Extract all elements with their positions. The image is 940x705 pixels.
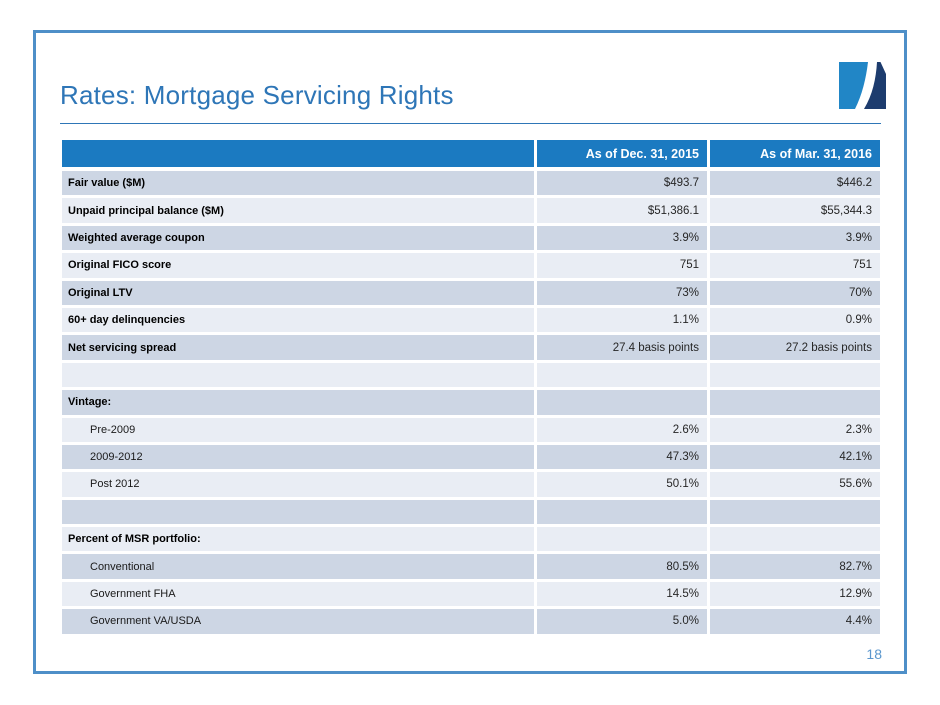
table-row: Conventional 80.5% 82.7% [62,554,880,579]
row-value [537,362,707,388]
row-value: 751 [710,253,880,278]
row-value: 3.9% [710,225,880,251]
header-cell-date: As of Dec. 31, 2015 [537,140,707,167]
row-value: 70% [710,280,880,305]
header-cell-empty [62,140,534,167]
row-value: $446.2 [710,171,880,196]
row-label [62,499,534,525]
row-value: 47.3% [537,444,707,470]
table-row: 2009-2012 47.3% 42.1% [62,444,880,470]
row-value: 27.4 basis points [537,335,707,360]
row-label: Conventional [62,554,534,579]
row-label: Post 2012 [62,472,534,497]
row-value [537,499,707,525]
table-row: Weighted average coupon 3.9% 3.9% [62,225,880,251]
table-body: Fair value ($M) $493.7 $446.2 Unpaid princi… [62,171,880,634]
row-value: $55,344.3 [710,198,880,223]
row-label [62,362,534,388]
table-header-row: As of Dec. 31, 2015 As of Mar. 31, 2016 [62,140,880,167]
row-value: 3.9% [537,225,707,251]
row-label: Net servicing spread [62,335,534,360]
row-value: 73% [537,280,707,305]
row-value: 2.6% [537,417,707,442]
row-value [710,499,880,525]
row-value: 42.1% [710,444,880,470]
table-row: Vintage: [62,390,880,415]
table-row: Net servicing spread 27.4 basis points 27.… [62,335,880,360]
slide-frame: Rates: Mortgage Servicing Rights As of D… [33,30,907,674]
row-value: 751 [537,253,707,278]
company-logo-icon [839,62,886,109]
row-value: 5.0% [537,609,707,634]
row-value: 55.6% [710,472,880,497]
table-row: Unpaid principal balance ($M) $51,386.1 $5… [62,198,880,223]
row-value: 12.9% [710,581,880,607]
row-value [710,362,880,388]
row-value: 80.5% [537,554,707,579]
row-value: 2.3% [710,417,880,442]
row-value: 0.9% [710,307,880,333]
table-row: Original FICO score 751 751 [62,253,880,278]
table-row: Government VA/USDA 5.0% 4.4% [62,609,880,634]
table-row: Fair value ($M) $493.7 $446.2 [62,171,880,196]
row-value: 14.5% [537,581,707,607]
row-label: Pre-2009 [62,417,534,442]
row-value [537,527,707,552]
table-row [62,362,880,388]
row-label: Percent of MSR portfolio: [62,527,534,552]
msr-table: As of Dec. 31, 2015 As of Mar. 31, 2016 F… [62,140,880,637]
row-label: Weighted average coupon [62,225,534,251]
row-value: 82.7% [710,554,880,579]
row-label: Original FICO score [62,253,534,278]
row-label: Unpaid principal balance ($M) [62,198,534,223]
page-title: Rates: Mortgage Servicing Rights [60,80,454,110]
table-row [62,499,880,525]
row-label: Original LTV [62,280,534,305]
row-label: 2009-2012 [62,444,534,470]
row-label: Vintage: [62,390,534,415]
table-row: Percent of MSR portfolio: [62,527,880,552]
row-value: $51,386.1 [537,198,707,223]
row-value: 4.4% [710,609,880,634]
table-row: 60+ day delinquencies 1.1% 0.9% [62,307,880,333]
table-row: Government FHA 14.5% 12.9% [62,581,880,607]
row-value: 27.2 basis points [710,335,880,360]
title-underline [60,123,881,124]
row-label: Government FHA [62,581,534,607]
table-row: Post 2012 50.1% 55.6% [62,472,880,497]
row-value: 1.1% [537,307,707,333]
header-cell-date: As of Mar. 31, 2016 [710,140,880,167]
row-label: 60+ day delinquencies [62,307,534,333]
row-value [710,527,880,552]
row-value: 50.1% [537,472,707,497]
page-number: 18 [866,646,882,662]
table-row: Original LTV 73% 70% [62,280,880,305]
row-label: Fair value ($M) [62,171,534,196]
table-row: Pre-2009 2.6% 2.3% [62,417,880,442]
row-label: Government VA/USDA [62,609,534,634]
row-value [710,390,880,415]
row-value [537,390,707,415]
row-value: $493.7 [537,171,707,196]
